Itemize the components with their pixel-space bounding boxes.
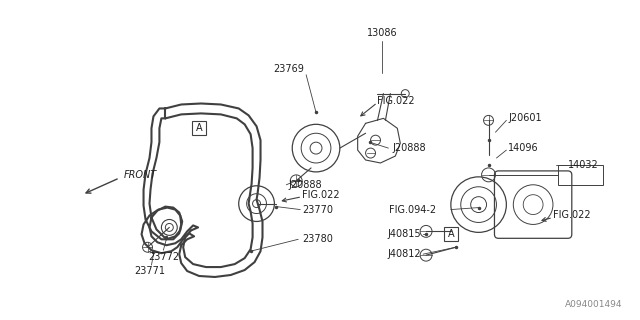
Text: 23769: 23769	[273, 64, 304, 74]
Text: 23780: 23780	[302, 234, 333, 244]
Text: 14032: 14032	[568, 160, 598, 170]
Text: 23772: 23772	[148, 252, 179, 262]
Text: FIG.094-2: FIG.094-2	[389, 204, 436, 215]
Text: 13086: 13086	[367, 28, 398, 38]
Text: A094001494: A094001494	[565, 300, 622, 309]
FancyBboxPatch shape	[192, 121, 206, 135]
Text: J20601: J20601	[508, 113, 542, 124]
Text: 23771: 23771	[134, 266, 165, 276]
FancyBboxPatch shape	[444, 228, 458, 241]
Text: J20888: J20888	[288, 180, 322, 190]
Text: J20888: J20888	[392, 143, 426, 153]
Text: FIG.022: FIG.022	[378, 96, 415, 106]
Text: 23770: 23770	[302, 204, 333, 215]
Text: 14096: 14096	[508, 143, 539, 153]
Text: FRONT: FRONT	[124, 170, 157, 180]
Text: A: A	[196, 123, 202, 133]
Text: J40812: J40812	[387, 249, 421, 259]
Text: J40815: J40815	[387, 229, 421, 239]
Text: FIG.022: FIG.022	[553, 210, 591, 220]
Text: FIG.022: FIG.022	[302, 190, 340, 200]
Text: A: A	[447, 229, 454, 239]
